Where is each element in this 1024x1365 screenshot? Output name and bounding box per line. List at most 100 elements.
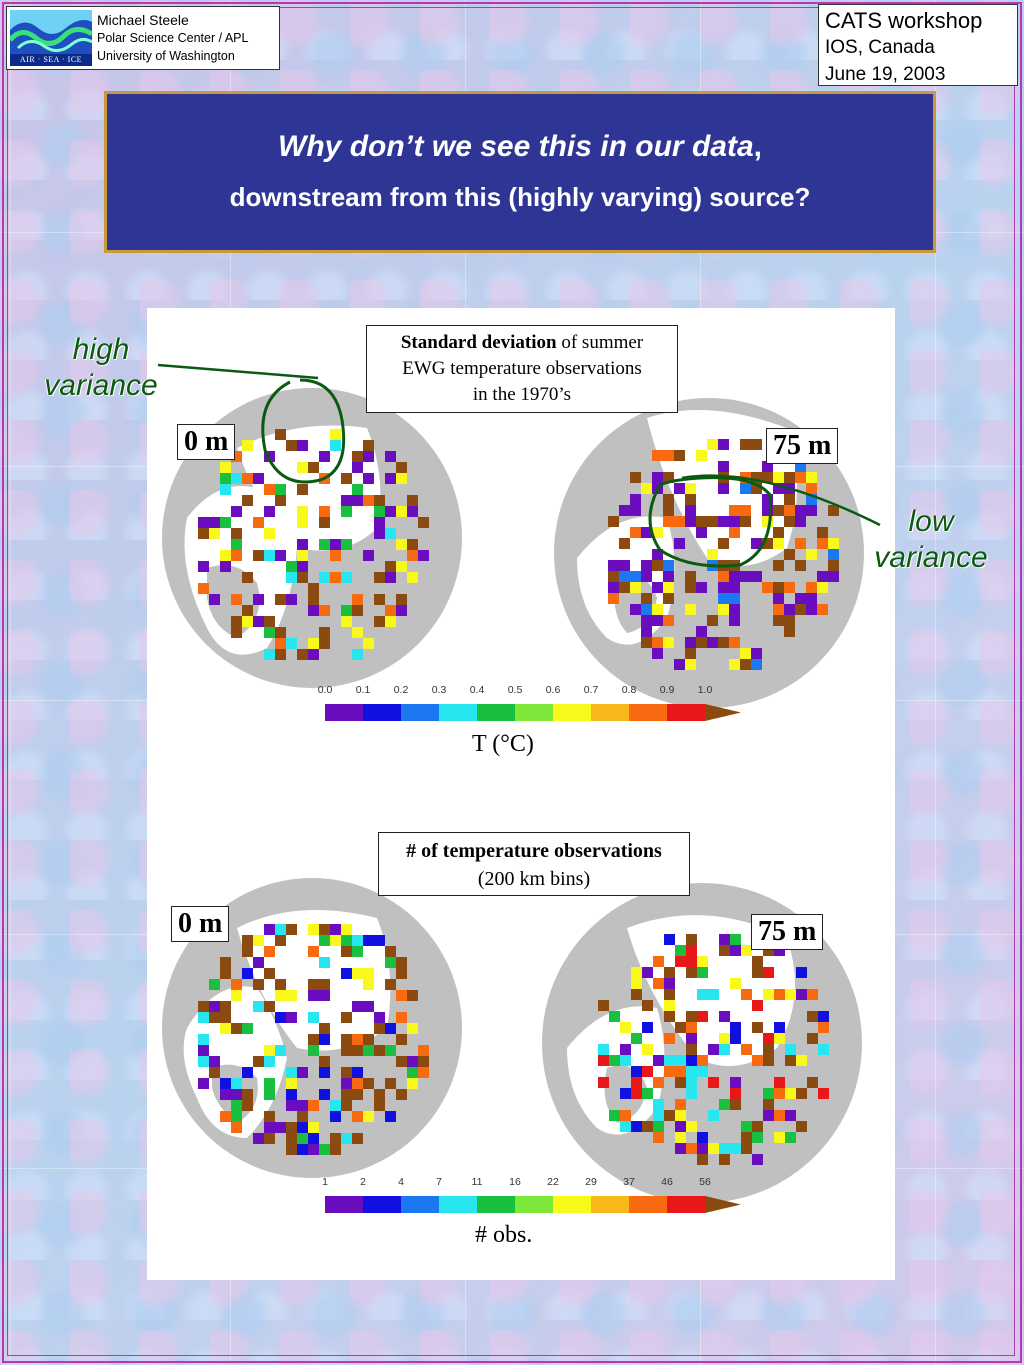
grid-cell [707, 615, 718, 626]
grid-cell [642, 1121, 653, 1132]
grid-cell [719, 934, 730, 945]
grid-cell [341, 1100, 352, 1111]
workshop-title: CATS workshop [825, 8, 983, 33]
title-line-1: Why don’t we see this in our data, [107, 130, 933, 164]
grid-cell [220, 550, 231, 561]
grid-cell [685, 648, 696, 659]
grid-cell [653, 956, 664, 967]
grid-cell [729, 637, 740, 648]
grid-cell [784, 483, 795, 494]
grid-cell [253, 957, 264, 968]
grid-cell [642, 1022, 653, 1033]
grid-cell [784, 505, 795, 516]
grid-cell [209, 1067, 220, 1078]
grid-cell [319, 1034, 330, 1045]
grid-cell [674, 516, 685, 527]
grid-cell [620, 1055, 631, 1066]
grid-cell [275, 1012, 286, 1023]
grid-cell [198, 1001, 209, 1012]
grid-cell [319, 979, 330, 990]
grid-cell [330, 1111, 341, 1122]
grid-cell [642, 1000, 653, 1011]
grid-cell [198, 583, 209, 594]
grid-cell [352, 451, 363, 462]
grid-cell [330, 1100, 341, 1111]
grid-cell [231, 1078, 242, 1089]
grid-cell [341, 1078, 352, 1089]
grid-cell [784, 472, 795, 483]
grid-cell [363, 979, 374, 990]
grid-cell [752, 967, 763, 978]
grid-cell [352, 1078, 363, 1089]
low-variance-word1: low [908, 505, 954, 538]
grid-cell [220, 1089, 231, 1100]
grid-cell [828, 560, 839, 571]
grid-cell [785, 1055, 796, 1066]
grid-cell [631, 989, 642, 1000]
grid-cell [319, 1056, 330, 1067]
grid-cell [652, 450, 663, 461]
high-variance-word2: variance [44, 369, 158, 402]
grid-cell [630, 527, 641, 538]
grid-cell [729, 527, 740, 538]
grid-cell [729, 615, 740, 626]
grid-cell [220, 484, 231, 495]
grid-cell [806, 505, 817, 516]
grid-cell [264, 1045, 275, 1056]
grid-cell [763, 1033, 774, 1044]
grid-cell [652, 527, 663, 538]
grid-cell [730, 1022, 741, 1033]
grid-cell [762, 494, 773, 505]
depth-label-bottom-left: 0 m [171, 906, 230, 942]
grid-cell [752, 1000, 763, 1011]
grid-cell [396, 990, 407, 1001]
grid-cell [685, 505, 696, 516]
grid-cell [242, 1023, 253, 1034]
grid-cell [818, 1088, 829, 1099]
grid-cell [630, 582, 641, 593]
grid-cell [242, 935, 253, 946]
grid-cell [363, 473, 374, 484]
grid-cell [352, 605, 363, 616]
grid-cell [396, 1089, 407, 1100]
grid-cell [198, 1012, 209, 1023]
grid-cell [718, 582, 729, 593]
grid-cell [619, 582, 630, 593]
grid-cell [374, 1089, 385, 1100]
grid-cell [664, 1055, 675, 1066]
grid-cell [275, 594, 286, 605]
grid-cell [264, 1078, 275, 1089]
grid-cell [774, 1022, 785, 1033]
inner-frame [7, 7, 1015, 1356]
grid-cell [609, 1055, 620, 1066]
grid-cell [807, 1011, 818, 1022]
colorbar-segment [667, 704, 705, 721]
grid-cell [707, 637, 718, 648]
high-variance-word1: high [72, 333, 130, 366]
figure-top-title-line2: EWG temperature observations [402, 358, 642, 379]
grid-cell [686, 1033, 697, 1044]
grid-cell [418, 1067, 429, 1078]
grid-cell [220, 968, 231, 979]
grid-cell [675, 1022, 686, 1033]
grid-cell [631, 1077, 642, 1088]
colorbar-segment [553, 704, 591, 721]
colorbar-top [325, 704, 741, 721]
grid-cell [297, 539, 308, 550]
colorbar-tick-label: 0.6 [545, 684, 561, 696]
author-box: AIR · SEA · ICE Michael Steele Polar Sci… [6, 6, 280, 70]
grid-cell [642, 1044, 653, 1055]
grid-cell [220, 1111, 231, 1122]
grid-cell [319, 605, 330, 616]
grid-cell [740, 483, 751, 494]
grid-cell [751, 439, 762, 450]
grid-cell [396, 957, 407, 968]
grid-cell [740, 505, 751, 516]
grid-cell [407, 495, 418, 506]
grid-cell [663, 516, 674, 527]
grid-cell [795, 505, 806, 516]
grid-cell [818, 1011, 829, 1022]
grid-cell [319, 990, 330, 1001]
grid-cell [319, 539, 330, 550]
grid-cell [275, 649, 286, 660]
